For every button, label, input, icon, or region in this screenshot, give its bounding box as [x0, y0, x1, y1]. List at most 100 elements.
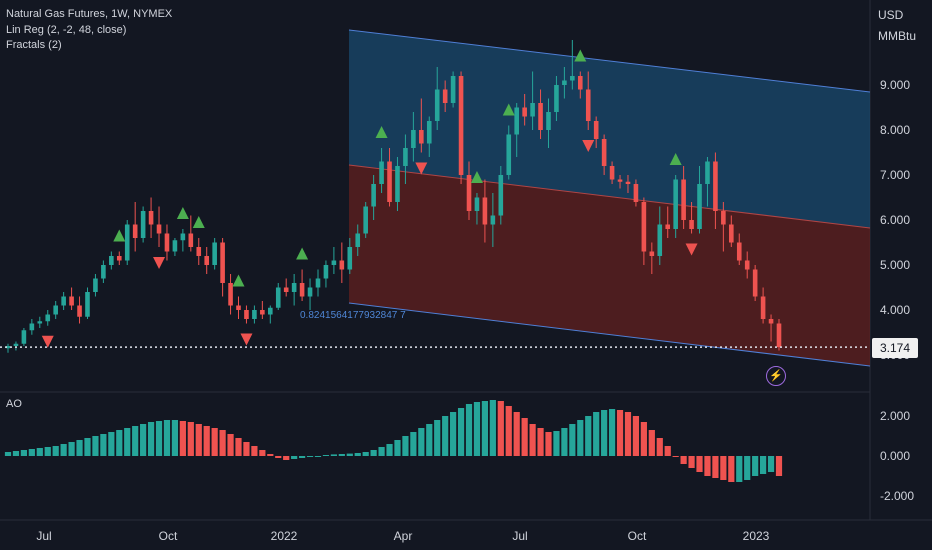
candle-body: [156, 224, 162, 234]
ao-bar: [760, 456, 767, 474]
ao-bar: [473, 402, 481, 456]
candle-body: [641, 202, 647, 252]
symbol-title[interactable]: Natural Gas Futures, 1W, NYMEX: [6, 8, 173, 20]
candle-body: [315, 278, 321, 288]
candle-body: [132, 224, 138, 238]
candle-body: [570, 76, 575, 81]
ao-tick-label: -2.000: [880, 489, 914, 503]
candle-body: [379, 161, 384, 184]
ao-bar: [569, 424, 576, 456]
candle-body: [577, 76, 583, 90]
candle-body: [403, 148, 408, 166]
candle-body: [760, 296, 766, 319]
ao-legend[interactable]: AO: [6, 398, 22, 410]
candle-body: [347, 247, 353, 270]
candle-body: [244, 310, 249, 319]
candle-body: [490, 215, 496, 225]
candle-body: [721, 211, 726, 225]
candle-body: [252, 310, 257, 319]
time-tick-label: Jul: [36, 529, 51, 543]
ao-bar: [227, 434, 234, 456]
candle-body: [419, 130, 424, 144]
ao-bar: [553, 431, 560, 456]
ao-bar: [211, 428, 218, 456]
ao-bar: [116, 430, 123, 456]
fractal-down-marker: [41, 335, 54, 348]
ao-bar: [52, 446, 59, 456]
ao-bar: [259, 450, 266, 456]
candle-body: [562, 80, 567, 85]
ao-bar: [92, 436, 99, 456]
ao-bar: [60, 444, 67, 456]
candle-body: [101, 265, 106, 279]
linreg-lower-line: [348, 302, 871, 367]
candle-body: [736, 242, 742, 261]
candle-body: [633, 184, 639, 202]
last-price-tag: 3.174: [872, 338, 918, 358]
ao-bar: [418, 428, 425, 456]
candle-body: [212, 242, 217, 265]
fractal-up-marker: [192, 216, 205, 228]
ao-bar: [545, 432, 552, 456]
ao-bar: [402, 436, 409, 456]
candle-body: [617, 179, 623, 182]
ao-bar: [298, 456, 306, 458]
candle-body: [69, 296, 74, 306]
ao-bar: [370, 450, 377, 456]
fractal-up-marker: [113, 229, 126, 242]
ao-bar: [322, 455, 330, 456]
ao-bar: [163, 420, 171, 456]
ao-bar: [330, 454, 337, 456]
candle-body: [387, 161, 392, 202]
linreg-legend[interactable]: Lin Reg (2, -2, 48, close): [6, 24, 127, 36]
ao-bar: [752, 456, 759, 476]
ao-bar: [306, 456, 314, 457]
candle-body: [37, 321, 43, 324]
ao-bar: [601, 410, 608, 456]
candle-body: [228, 283, 233, 306]
price-tick-label: 5.000: [880, 258, 910, 272]
time-tick-label: Oct: [628, 529, 647, 543]
currency-label[interactable]: USD: [878, 8, 904, 22]
candle-body: [204, 256, 210, 265]
ao-bar: [529, 424, 536, 456]
candle-body: [196, 247, 202, 256]
ao-bar: [68, 442, 75, 456]
candle-body: [53, 305, 58, 315]
candle-body: [673, 179, 678, 229]
candle-body: [124, 224, 130, 261]
candle-body: [442, 89, 448, 103]
fractal-down-marker: [582, 140, 595, 152]
ao-bar: [155, 421, 163, 456]
fractals-legend[interactable]: Fractals (2): [6, 39, 62, 51]
candle-body: [538, 103, 543, 130]
candle-body: [458, 76, 464, 175]
fractal-up-marker: [502, 103, 515, 116]
ao-bar: [457, 408, 465, 456]
candle-body: [283, 287, 289, 292]
candle-body: [29, 323, 35, 331]
ao-bar: [394, 440, 401, 456]
candle-body: [188, 233, 194, 247]
fractal-up-marker: [470, 171, 483, 183]
lightning-icon[interactable]: ⚡: [766, 366, 786, 386]
candle-body: [657, 224, 663, 256]
ao-bar: [720, 456, 727, 480]
candle-body: [116, 256, 122, 261]
ao-bar: [36, 448, 43, 456]
ao-bar: [497, 401, 504, 456]
candle-body: [506, 134, 512, 175]
unit-label[interactable]: MMBtu: [878, 29, 917, 43]
candle-body: [609, 166, 615, 180]
candle-body: [5, 346, 11, 349]
fractal-down-marker: [240, 333, 253, 346]
ao-bar: [4, 452, 12, 456]
linreg-mid-line: [348, 164, 871, 229]
ao-bar: [28, 449, 35, 456]
ao-bar: [728, 456, 735, 482]
price-tick-label: 7.000: [880, 168, 910, 182]
candle-body: [689, 220, 694, 229]
ao-bar: [513, 412, 520, 456]
ao-bar: [378, 447, 385, 456]
